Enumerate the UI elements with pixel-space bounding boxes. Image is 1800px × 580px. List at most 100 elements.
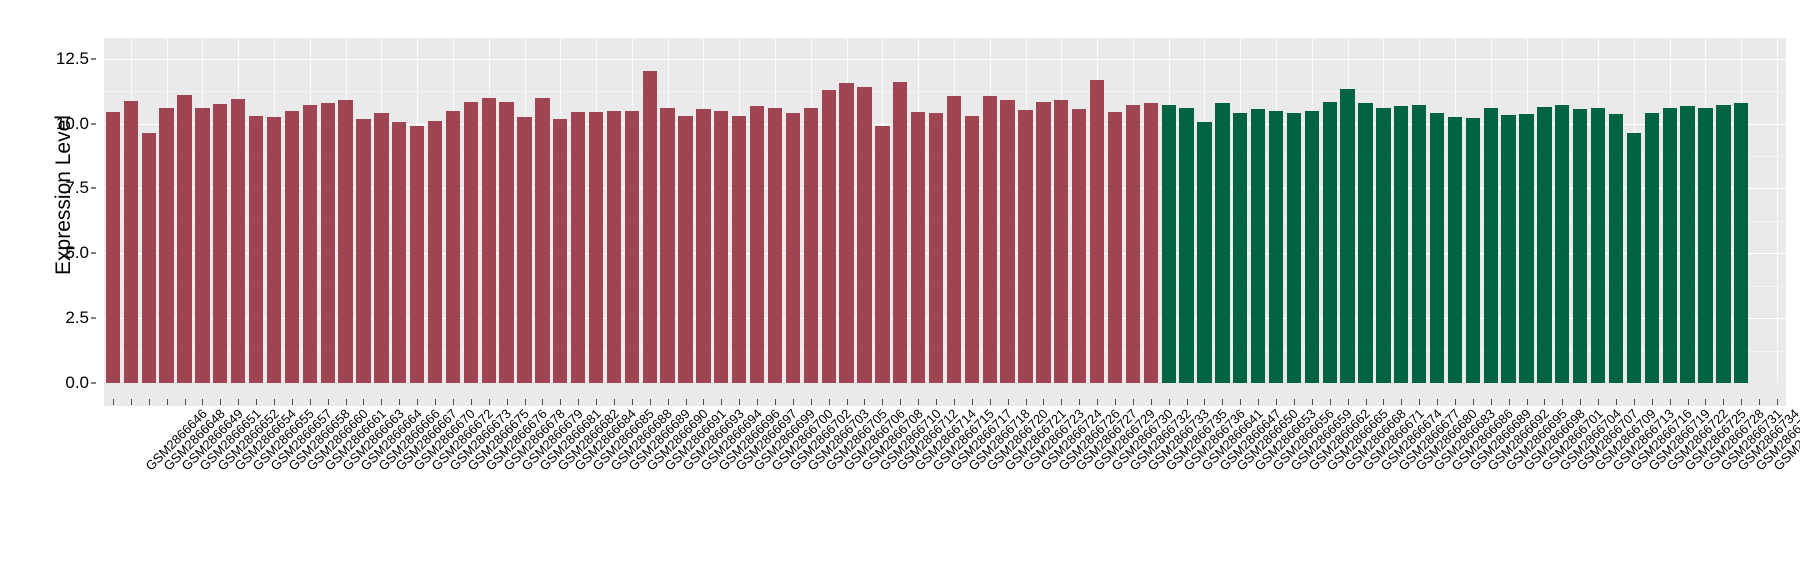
bar[interactable] bbox=[1770, 126, 1784, 383]
bar[interactable] bbox=[893, 81, 908, 383]
bar[interactable] bbox=[946, 96, 962, 383]
bar[interactable] bbox=[696, 108, 711, 383]
bar[interactable] bbox=[839, 83, 854, 383]
bar[interactable] bbox=[803, 108, 818, 383]
bar[interactable] bbox=[1394, 105, 1409, 383]
bar[interactable] bbox=[535, 97, 550, 383]
bar[interactable] bbox=[1322, 101, 1337, 383]
bar[interactable] bbox=[1734, 103, 1749, 383]
bar[interactable] bbox=[1089, 80, 1105, 383]
bar[interactable] bbox=[1233, 112, 1248, 383]
bar[interactable] bbox=[1268, 111, 1284, 383]
bar[interactable] bbox=[284, 111, 300, 383]
bar[interactable] bbox=[1161, 104, 1176, 383]
bar[interactable] bbox=[1358, 103, 1373, 383]
bar[interactable] bbox=[1304, 110, 1319, 383]
bar[interactable] bbox=[1590, 108, 1606, 383]
bar[interactable] bbox=[1501, 115, 1516, 383]
bar[interactable] bbox=[1197, 121, 1212, 383]
bar[interactable] bbox=[1179, 107, 1194, 383]
bar[interactable] bbox=[231, 99, 246, 383]
bar[interactable] bbox=[1340, 89, 1355, 383]
bar[interactable] bbox=[1412, 105, 1427, 383]
bar[interactable] bbox=[588, 112, 604, 383]
bar[interactable] bbox=[302, 105, 317, 383]
bar[interactable] bbox=[1447, 117, 1463, 383]
bar[interactable] bbox=[606, 111, 622, 383]
bar[interactable] bbox=[266, 117, 282, 383]
bar[interactable] bbox=[1626, 132, 1642, 383]
bar[interactable] bbox=[785, 112, 801, 383]
bar[interactable] bbox=[571, 111, 586, 383]
bar[interactable] bbox=[1286, 113, 1302, 383]
bar[interactable] bbox=[213, 104, 228, 383]
bar[interactable] bbox=[409, 126, 425, 383]
bar[interactable] bbox=[1036, 101, 1051, 383]
bar[interactable] bbox=[1215, 102, 1230, 383]
bar[interactable] bbox=[1018, 110, 1033, 383]
bar[interactable] bbox=[1680, 106, 1695, 383]
grid-line-minor bbox=[104, 156, 1786, 158]
bar[interactable] bbox=[678, 115, 693, 383]
grid-line-major bbox=[104, 58, 1786, 60]
bar[interactable] bbox=[1072, 108, 1087, 383]
bar[interactable] bbox=[445, 110, 461, 383]
bar[interactable] bbox=[964, 115, 979, 383]
bar[interactable] bbox=[875, 125, 890, 383]
bar[interactable] bbox=[463, 101, 478, 383]
bar[interactable] bbox=[1662, 107, 1677, 383]
bar[interactable] bbox=[1716, 105, 1731, 383]
bar[interactable] bbox=[1698, 107, 1713, 383]
bar[interactable] bbox=[392, 122, 407, 383]
bar[interactable] bbox=[624, 110, 640, 383]
x-tick-mark bbox=[1401, 399, 1403, 405]
bar[interactable] bbox=[714, 111, 729, 383]
bar[interactable] bbox=[1752, 121, 1766, 384]
bar[interactable] bbox=[642, 71, 657, 383]
bar[interactable] bbox=[821, 89, 836, 383]
bar[interactable] bbox=[660, 107, 675, 383]
bar[interactable] bbox=[1465, 118, 1481, 383]
bar[interactable] bbox=[553, 118, 568, 383]
bar[interactable] bbox=[1537, 106, 1552, 383]
bar[interactable] bbox=[911, 112, 926, 383]
bar[interactable] bbox=[1054, 99, 1069, 383]
bar[interactable] bbox=[928, 112, 944, 383]
bar[interactable] bbox=[1644, 113, 1659, 383]
bar[interactable] bbox=[177, 94, 192, 383]
bar[interactable] bbox=[1376, 108, 1391, 383]
bar[interactable] bbox=[374, 113, 389, 383]
bar[interactable] bbox=[499, 102, 514, 383]
bar[interactable] bbox=[749, 105, 765, 383]
bar[interactable] bbox=[481, 97, 496, 383]
x-tick-mark bbox=[631, 399, 633, 405]
bar[interactable] bbox=[1555, 104, 1570, 383]
bar[interactable] bbox=[159, 107, 174, 383]
bar[interactable] bbox=[1519, 114, 1534, 383]
bar[interactable] bbox=[105, 111, 121, 383]
bar[interactable] bbox=[1429, 113, 1445, 383]
x-tick-mark bbox=[953, 399, 955, 405]
bar[interactable] bbox=[320, 103, 335, 383]
bar[interactable] bbox=[732, 116, 747, 383]
bar[interactable] bbox=[356, 118, 371, 383]
x-tick-mark bbox=[1347, 399, 1349, 405]
bar[interactable] bbox=[767, 108, 783, 383]
bar[interactable] bbox=[1250, 109, 1266, 383]
bar[interactable] bbox=[1143, 103, 1158, 383]
bar[interactable] bbox=[123, 100, 138, 383]
bar[interactable] bbox=[982, 95, 997, 383]
bar[interactable] bbox=[1107, 111, 1123, 383]
bar[interactable] bbox=[338, 100, 353, 383]
bar[interactable] bbox=[427, 121, 443, 383]
bar[interactable] bbox=[1000, 99, 1015, 383]
bar[interactable] bbox=[1483, 107, 1498, 383]
bar[interactable] bbox=[141, 133, 156, 383]
bar[interactable] bbox=[1573, 108, 1588, 383]
bar[interactable] bbox=[195, 108, 210, 383]
bar[interactable] bbox=[1125, 105, 1141, 383]
bar[interactable] bbox=[857, 87, 872, 383]
bar[interactable] bbox=[517, 116, 532, 383]
bar[interactable] bbox=[248, 115, 264, 383]
bar[interactable] bbox=[1608, 114, 1624, 383]
